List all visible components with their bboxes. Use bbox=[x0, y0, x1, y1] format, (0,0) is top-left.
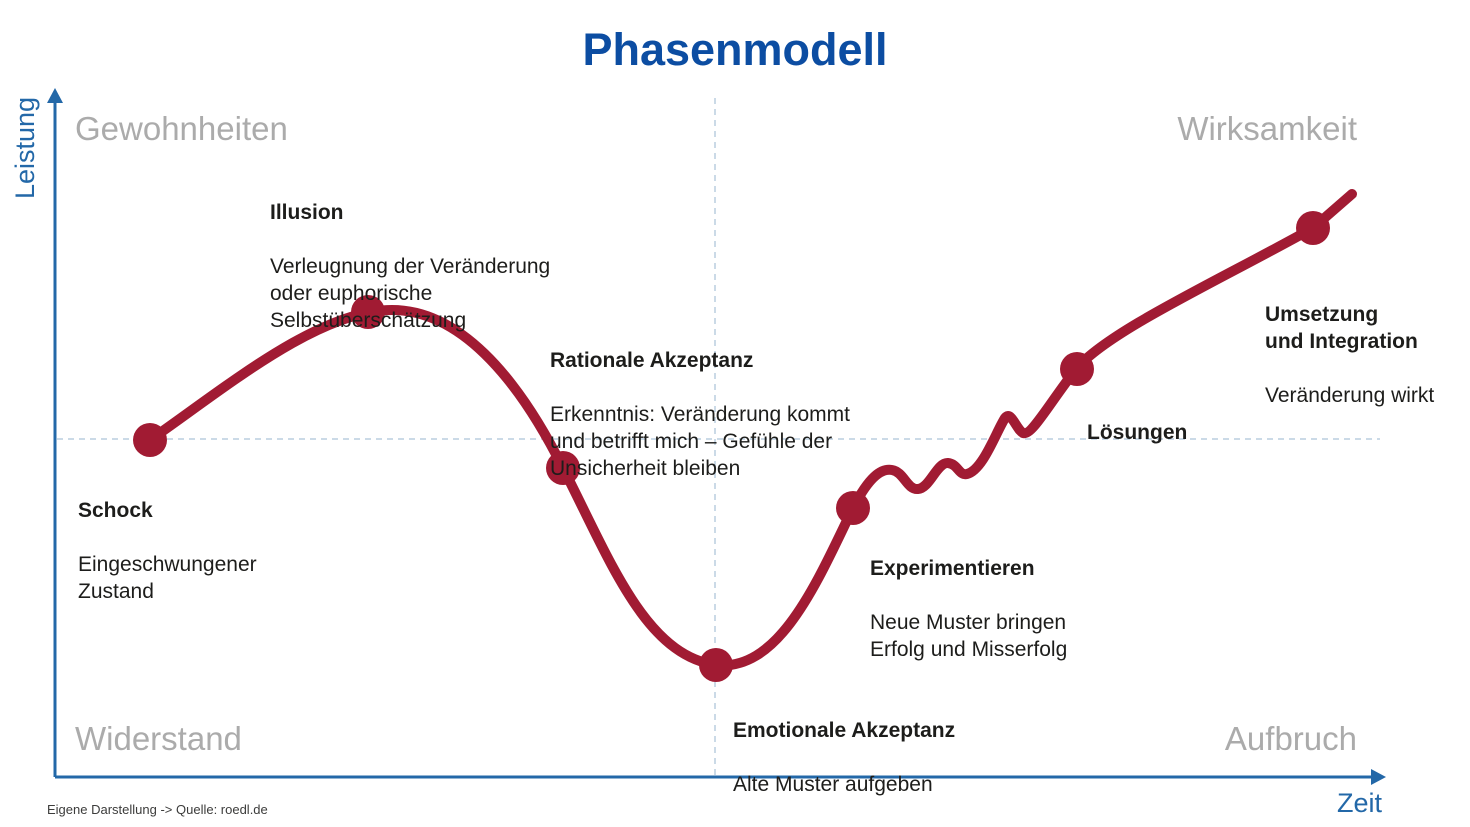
phase-label-schock: Schock Eingeschwungener Zustand bbox=[78, 470, 257, 632]
phase-name: Experimentieren bbox=[870, 557, 1035, 580]
x-axis-label: Zeit bbox=[1336, 788, 1382, 818]
quadrant-label-aufbruch: Aufbruch bbox=[1224, 720, 1357, 757]
phase-dots bbox=[133, 211, 1330, 682]
phase-dot-schock bbox=[133, 423, 167, 457]
phase-desc: Veränderung wirkt bbox=[1265, 384, 1435, 407]
change-curve-path bbox=[145, 189, 1357, 671]
quadrant-label-gewohnheiten: Gewohnheiten bbox=[75, 110, 288, 147]
phase-name: Emotionale Akzeptanz bbox=[733, 719, 956, 742]
phase-name: Umsetzung und Integration bbox=[1265, 303, 1418, 353]
phase-label-rationale-akzeptanz: Rationale Akzeptanz Erkenntnis: Veränder… bbox=[550, 320, 850, 509]
phase-desc: Erkenntnis: Veränderung kommt und betrif… bbox=[550, 403, 850, 480]
phase-dot-rationale bbox=[546, 451, 580, 485]
phase-desc: Verleugnung der Veränderung oder euphori… bbox=[270, 255, 551, 332]
quadrant-label-widerstand: Widerstand bbox=[75, 720, 242, 757]
phase-dot-loesungen bbox=[1060, 352, 1094, 386]
phase-name: Rationale Akzeptanz bbox=[550, 349, 754, 372]
phase-dot-emotionale bbox=[699, 648, 733, 682]
x-axis-arrow-icon bbox=[1371, 769, 1386, 785]
source-note: Eigene Darstellung -> Quelle: roedl.de bbox=[47, 802, 268, 817]
phase-dot-illusion bbox=[351, 295, 385, 329]
phase-dot-umsetzung bbox=[1296, 211, 1330, 245]
phase-name: Schock bbox=[78, 499, 153, 522]
quadrant-label-wirksamkeit: Wirksamkeit bbox=[1177, 110, 1357, 147]
page-title: Phasenmodell bbox=[582, 24, 888, 75]
phase-label-loesungen: Lösungen bbox=[1087, 392, 1187, 473]
phase-label-experimentieren: Experimentieren Neue Muster bringen Erfo… bbox=[870, 528, 1067, 690]
y-axis-label: Leistung bbox=[10, 96, 40, 200]
phase-label-emotionale-akzeptanz: Emotionale Akzeptanz Alte Muster aufgebe… bbox=[733, 690, 955, 825]
y-axis-arrow-icon bbox=[47, 88, 63, 103]
phase-label-umsetzung-und-integration: Umsetzung und Integration Veränderung wi… bbox=[1265, 274, 1434, 436]
phase-desc: Neue Muster bringen Erfolg und Misserfol… bbox=[870, 611, 1068, 661]
phase-desc: Alte Muster aufgeben bbox=[733, 773, 933, 796]
phase-label-illusion: Illusion Verleugnung der Veränderung ode… bbox=[270, 172, 550, 361]
phase-desc: Eingeschwungener Zustand bbox=[78, 553, 257, 603]
phase-name: Lösungen bbox=[1087, 421, 1188, 444]
phase-dot-experimentieren bbox=[836, 491, 870, 525]
phase-name: Illusion bbox=[270, 201, 344, 224]
